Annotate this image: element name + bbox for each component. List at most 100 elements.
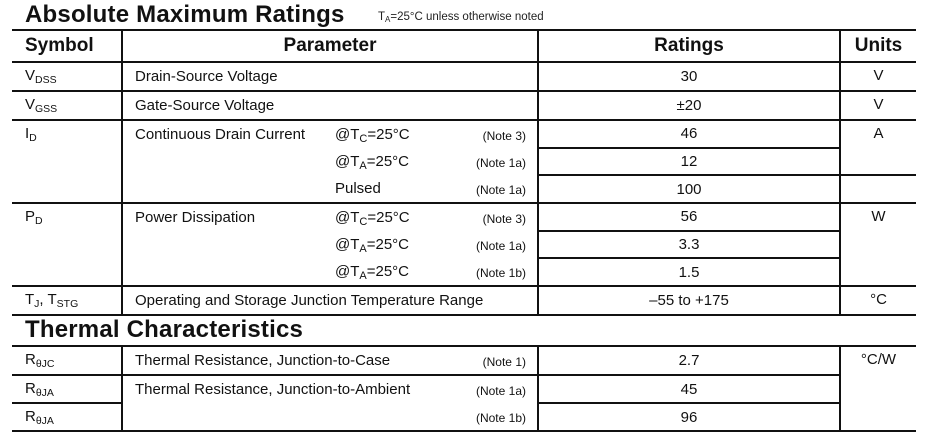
parameter-line: @TA=25°C (Note 1b) [123,258,537,285]
text: =25°C [367,209,410,226]
parameter-cell: Continuous Drain Current @TC=25°C (Note 3)… [121,119,538,204]
parameter-cell: Thermal Resistance, Junction-to-Case (Not… [121,345,538,376]
parameter-note: (Note 1) [482,355,526,369]
parameter-name: Thermal Resistance, Junction-to-Ambient [135,381,411,398]
header-parameter: Parameter [121,29,538,63]
parameter-name: Continuous Drain Current [135,126,306,143]
rating-value: –55 to +175 [537,285,841,316]
parameter-name: Gate-Source Voltage [135,97,275,114]
table-row: ID Continuous Drain Current @TC=25°C (Note … [12,118,916,204]
rating-value: 56 [537,202,841,232]
parameter-name: Drain-Source Voltage [135,68,278,85]
rating-value: 45 [537,374,841,404]
subscript: A [359,270,367,282]
parameter-cell: Thermal Resistance, Junction-to-Ambient (… [121,374,538,432]
subscript: C [359,133,368,145]
symbol-cell: TJ, TSTG [12,285,122,316]
table-row: VDSS Drain-Source Voltage 30 V [12,61,916,92]
units-cell: °C [840,285,916,316]
subscript: θJA [35,387,54,399]
parameter-condition: @TC=25°C [335,209,410,228]
text: I [25,125,30,142]
table-row: TJ, TSTG Operating and Storage Junction T… [12,285,916,316]
parameter-note: (Note 3) [482,212,526,226]
text: @T [335,153,360,170]
units-cell [840,174,916,204]
text: R [25,380,36,397]
table-row: 1.5 [12,257,916,287]
units-cell: V [840,90,916,121]
table-row: PD Power Dissipation @TC=25°C (Note 3) @TA=2… [12,202,916,287]
text: V [25,67,36,84]
rating-value: 12 [537,146,841,177]
subscript: DSS [35,74,57,86]
symbol-cell: RθJA [12,402,122,432]
parameter-line: Operating and Storage Junction Temperatu… [123,287,537,314]
units-cell: W [840,202,916,287]
parameter-line: @TA=25°C (Note 1a) [123,231,537,258]
table-row: RθJA 96 [12,402,916,432]
absolute-maximum-ratings-table: Symbol Parameter Ratings Units VDSS Drain… [12,29,916,316]
parameter-cell: Drain-Source Voltage [121,61,538,92]
subscript: C [359,216,368,228]
parameter-note: (Note 3) [482,129,526,143]
parameter-line: Pulsed (Note 1a) [123,175,537,202]
section-title-absolute-maximum-ratings: Absolute Maximum Ratings [25,1,345,28]
text: @T [335,236,360,253]
rating-value: 96 [537,402,841,432]
table-row: RθJA Thermal Resistance, Junction-to-Ambi… [12,374,916,432]
units-cell: V [840,61,916,92]
parameter-line: @TA=25°C (Note 1a) [123,148,537,175]
subscript: D [35,215,43,227]
parameter-condition: @TA=25°C [335,153,409,172]
symbol-cell: VGSS [12,90,122,121]
header-row: Symbol Parameter Ratings Units [12,29,916,63]
units-cell: A [840,118,916,177]
text: @T [335,263,360,280]
rating-value: 30 [537,61,841,92]
parameter-note: (Note 1b) [475,266,526,280]
rating-value: 46 [537,119,841,149]
table-row: 3.3 [12,229,916,260]
parameter-note: (Note 1a) [475,156,526,170]
subscript: θJC [35,358,55,370]
text: T [25,291,35,308]
condition-subscript: A [385,15,391,24]
parameter-line: Drain-Source Voltage [123,63,537,90]
parameter-cell: Operating and Storage Junction Temperatu… [121,285,538,316]
subscript: A [359,243,367,255]
table-row: 100 [12,174,916,204]
symbol-cell: RθJA [12,374,122,404]
text: , T [39,291,57,308]
parameter-line: Continuous Drain Current @TC=25°C (Note 3) [123,121,537,148]
parameter-condition: Pulsed [335,180,381,197]
parameter-name: Operating and Storage Junction Temperatu… [135,292,484,309]
parameter-line: (Note 1b) [123,403,537,430]
parameter-cell: Gate-Source Voltage [121,90,538,121]
rating-value: 3.3 [537,229,841,260]
parameter-name: Power Dissipation [135,209,256,226]
symbol-cell: ID [12,119,122,204]
parameter-condition: @TA=25°C [335,263,409,282]
parameter-line: Thermal Resistance, Junction-to-Ambient (… [123,376,537,403]
thermal-characteristics-table: RθJC Thermal Resistance, Junction-to-Case… [12,345,916,432]
subscript: GSS [35,103,58,115]
subscript: D [29,132,37,144]
symbol-cell: PD [12,202,122,287]
text: =25°C [366,236,410,253]
parameter-condition: @TA=25°C [335,236,409,255]
text: =25°C [366,153,410,170]
header-units: Units [839,29,916,63]
parameter-note: (Note 1a) [475,384,526,398]
text: @T [335,126,360,143]
parameter-name: Thermal Resistance, Junction-to-Case [135,352,391,369]
table-row: 12 [12,146,916,177]
text: =25°C [366,263,410,280]
parameter-line: Gate-Source Voltage [123,92,537,119]
text: =25°C [367,126,410,143]
text: P [25,208,36,225]
parameter-line: Power Dissipation @TC=25°C (Note 3) [123,204,537,231]
rating-value: 100 [537,174,841,204]
parameter-note: (Note 1a) [475,239,526,253]
table-row: VGSS Gate-Source Voltage ±20 V [12,90,916,121]
